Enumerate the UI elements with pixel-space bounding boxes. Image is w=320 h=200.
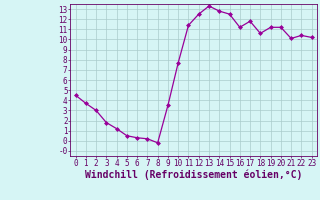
X-axis label: Windchill (Refroidissement éolien,°C): Windchill (Refroidissement éolien,°C) xyxy=(85,169,302,180)
